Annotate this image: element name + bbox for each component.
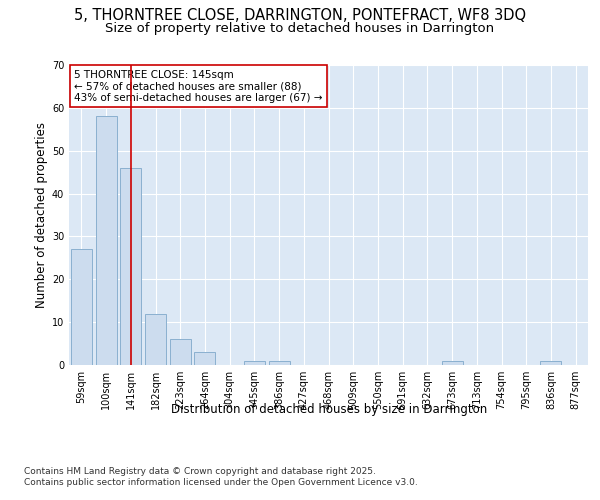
Text: Contains HM Land Registry data © Crown copyright and database right 2025.
Contai: Contains HM Land Registry data © Crown c… (24, 468, 418, 487)
Bar (95, 116, 116, 365)
Bar (269, 360, 290, 365)
Bar (170, 340, 191, 365)
Text: 5 THORNTREE CLOSE: 145sqm
← 57% of detached houses are smaller (88)
43% of semi-: 5 THORNTREE CLOSE: 145sqm ← 57% of detac… (74, 70, 323, 102)
Bar (442, 360, 463, 365)
Text: 5, THORNTREE CLOSE, DARRINGTON, PONTEFRACT, WF8 3DQ: 5, THORNTREE CLOSE, DARRINGTON, PONTEFRA… (74, 8, 526, 22)
Bar (71, 250, 92, 365)
Y-axis label: Number of detached properties: Number of detached properties (35, 122, 47, 308)
Bar (120, 168, 141, 365)
Text: Distribution of detached houses by size in Darrington: Distribution of detached houses by size … (170, 402, 487, 415)
Bar (145, 314, 166, 365)
Text: Size of property relative to detached houses in Darrington: Size of property relative to detached ho… (106, 22, 494, 35)
Bar (244, 360, 265, 365)
Bar (194, 352, 215, 365)
Bar (541, 360, 562, 365)
